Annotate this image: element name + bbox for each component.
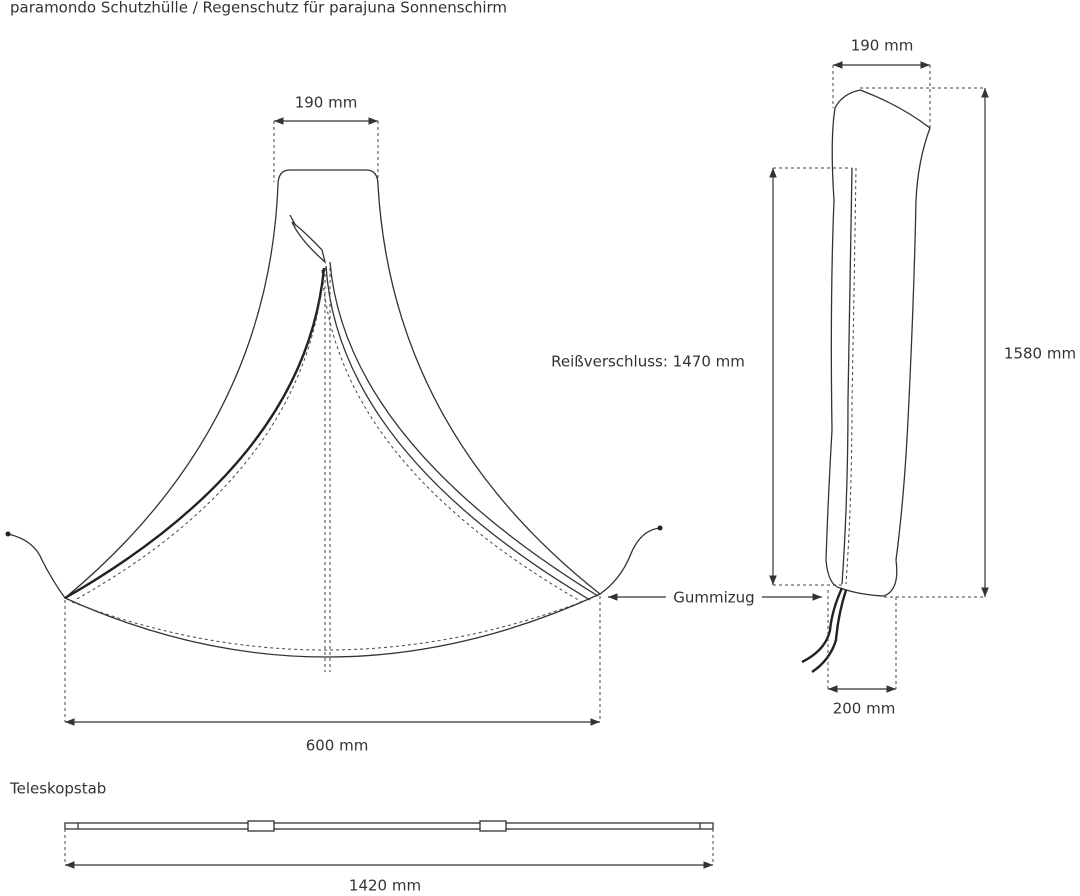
dimension-label: 190 mm [851,37,914,55]
label: Teleskopstab [9,780,106,798]
front-view: 190 mm 600 mm Gummizug [5,94,822,755]
side-view: 190 mm Reißverschluss: 1470 mm 1580 mm 2… [551,37,1076,718]
dimension-label: 600 mm [306,737,369,755]
dimension-label: 200 mm [833,700,896,718]
dimension-label: 190 mm [295,94,358,112]
dimension-label: Reißverschluss: 1470 mm [551,353,745,371]
title: paramondo Schutzhülle / Regenschutz für … [10,0,507,17]
pole: Teleskopstab 1420 mm [9,780,714,895]
dimension-label: 1420 mm [349,877,421,895]
dimension-label: 1580 mm [1004,345,1076,363]
label: Gummizug [673,589,754,607]
